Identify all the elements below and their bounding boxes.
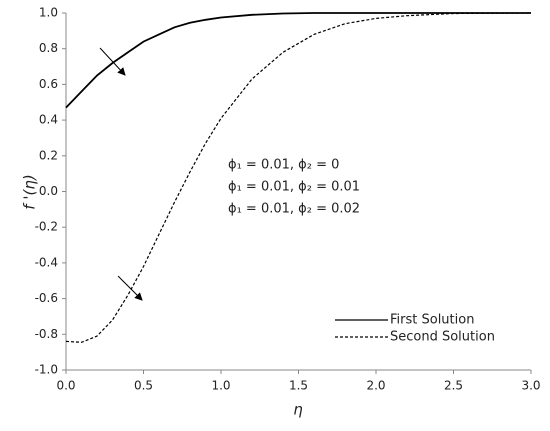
x-axis-label: η bbox=[293, 401, 303, 419]
y-axis-label: f '(η) bbox=[21, 174, 39, 209]
y-tick-label: 0.4 bbox=[39, 113, 58, 127]
y-tick-label: -0.8 bbox=[35, 327, 58, 341]
y-tick-label: -1.0 bbox=[35, 363, 58, 377]
y-tick-label: -0.2 bbox=[35, 220, 58, 234]
line-series bbox=[65, 12, 531, 109]
y-tick-label: 0.0 bbox=[39, 184, 58, 198]
x-tick-label: 1.5 bbox=[289, 379, 308, 393]
arrow bbox=[117, 275, 143, 301]
y-tick-label: 0.6 bbox=[39, 77, 58, 91]
y-tick-label: 1.0 bbox=[39, 6, 58, 20]
y-tick-label: -0.6 bbox=[35, 291, 58, 305]
y-tick-label: 0.8 bbox=[39, 41, 58, 55]
legend-label: First Solution bbox=[390, 313, 474, 328]
y-tick-label: -0.4 bbox=[35, 255, 58, 269]
line-series bbox=[65, 12, 532, 343]
annotation: ϕ₁ = 0.01, ϕ₂ = 0 bbox=[228, 158, 339, 173]
x-tick-label: 2.0 bbox=[366, 379, 385, 393]
y-tick-label: 0.2 bbox=[39, 148, 58, 162]
x-tick-label: 0.5 bbox=[134, 379, 153, 393]
x-tick-label: 2.5 bbox=[444, 379, 463, 393]
legend-label: Second Solution bbox=[390, 330, 495, 345]
annotation: ϕ₁ = 0.01, ϕ₂ = 0.01 bbox=[228, 180, 360, 195]
x-tick-label: 1.0 bbox=[211, 379, 230, 393]
arrow bbox=[99, 47, 126, 76]
annotation: ϕ₁ = 0.01, ϕ₂ = 0.02 bbox=[228, 202, 360, 217]
x-tick-label: 0.0 bbox=[56, 379, 75, 393]
x-tick-label: 3.0 bbox=[521, 379, 540, 393]
